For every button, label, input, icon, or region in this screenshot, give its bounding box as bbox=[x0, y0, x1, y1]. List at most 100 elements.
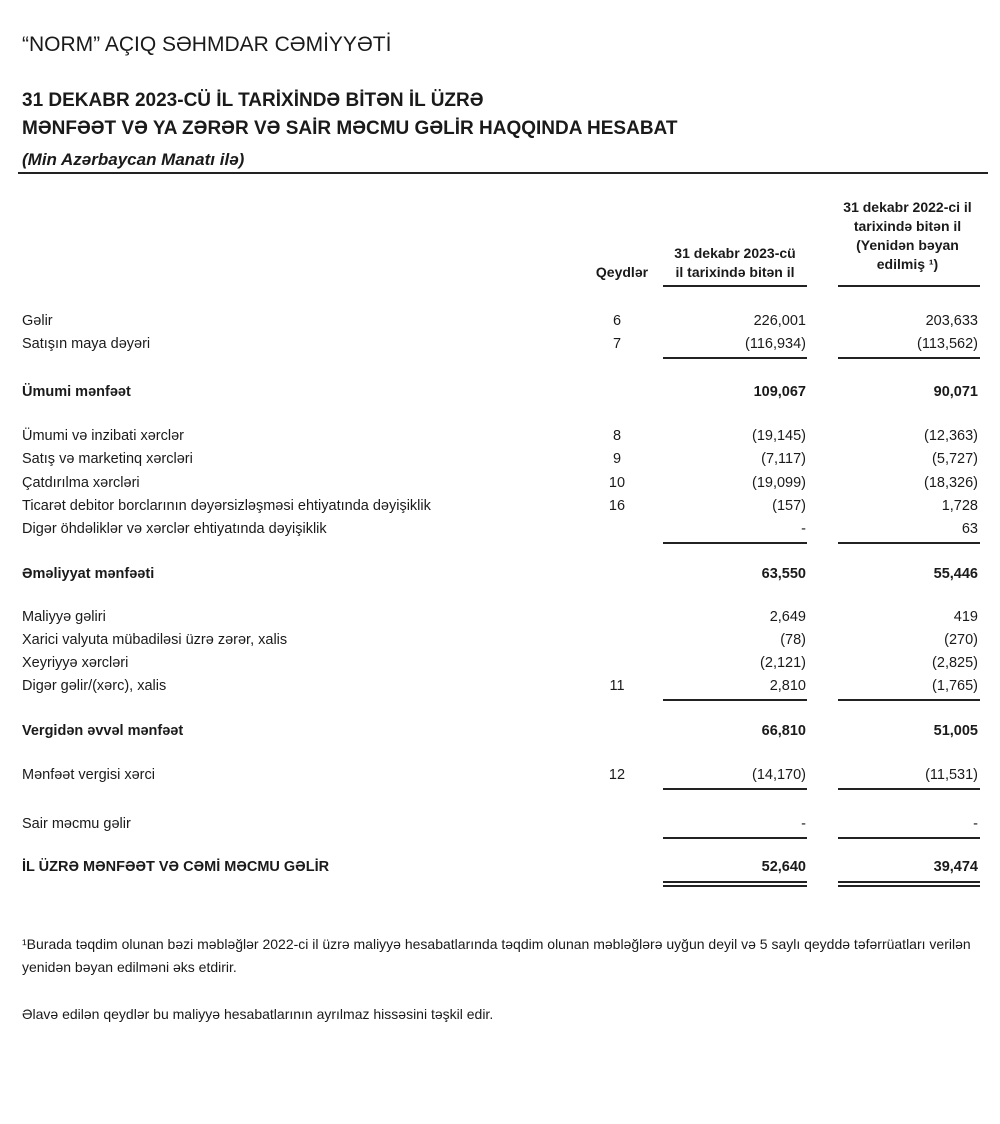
total-double-rule bbox=[663, 881, 807, 883]
statement-title-line2: MƏNFƏƏT VƏ YA ZƏRƏR VƏ SAİR MƏCMU GƏLİR … bbox=[22, 118, 678, 139]
table-row: Mənfəət vergisi xərci 12 (14,170) (11,531) bbox=[0, 767, 1000, 787]
row-label: Ticarət debitor borclarının dəyərsizləşm… bbox=[22, 498, 431, 514]
col-2023-header-line2: il tarixində bitən il bbox=[675, 264, 795, 280]
row-value-2023: (19,099) bbox=[751, 475, 806, 491]
subtotal-rule bbox=[838, 357, 980, 359]
row-value-2023: 109,067 bbox=[753, 384, 806, 400]
row-note: 7 bbox=[612, 336, 622, 352]
row-label: Əməliyyat mənfəəti bbox=[22, 566, 155, 582]
row-value-2022: 51,005 bbox=[933, 723, 978, 739]
col-2022-header-line3: (Yenidən bəyan bbox=[856, 237, 959, 253]
table-row: Xeyriyyə xərcləri (2,121) (2,825) bbox=[0, 655, 1000, 675]
row-value-2023: 2,649 bbox=[769, 609, 806, 625]
row-label: Ümumi və inzibati xərclər bbox=[22, 428, 184, 444]
subtotal-rule bbox=[838, 837, 980, 839]
col-2022-header-line2: tarixində bitən il bbox=[853, 218, 962, 234]
row-value-2022: 55,446 bbox=[933, 566, 978, 582]
table-row: Satış və marketinq xərcləri 9 (7,117) (5,72… bbox=[0, 451, 1000, 471]
subtotal-rule bbox=[663, 357, 807, 359]
table-row: Ümumi və inzibati xərclər 8 (19,145) (12,36… bbox=[0, 428, 1000, 448]
row-value-2022: 419 bbox=[953, 609, 978, 625]
table-row: Sair məcmu gəlir - - bbox=[0, 816, 1000, 836]
table-row: Maliyyə gəliri 2,649 419 bbox=[0, 609, 1000, 629]
table-row: Çatdırılma xərcləri 10 (19,099) (18,326) bbox=[0, 475, 1000, 495]
subtotal-rule bbox=[838, 788, 980, 790]
header-rule bbox=[18, 172, 988, 174]
total-double-rule bbox=[663, 885, 807, 887]
row-value-2023: 63,550 bbox=[761, 566, 806, 582]
row-value-2023: (19,145) bbox=[751, 428, 806, 444]
col-2023-header-line1: 31 dekabr 2023-cü bbox=[674, 245, 796, 261]
row-value-2022: (1,765) bbox=[932, 678, 978, 694]
row-label: Satışın maya dəyəri bbox=[22, 336, 151, 352]
row-note: 16 bbox=[608, 498, 626, 514]
row-value-2023: (7,117) bbox=[761, 451, 806, 467]
company-name: “NORM” AÇIQ SƏHMDAR CƏMİYYƏTİ bbox=[22, 33, 392, 56]
col-2023-header-rule bbox=[663, 285, 807, 287]
row-value-2022: 90,071 bbox=[933, 384, 978, 400]
row-value-2022: (113,562) bbox=[917, 336, 978, 352]
col-2022-header-line4: edilmiş ¹) bbox=[876, 256, 939, 272]
row-label: Satış və marketinq xərcləri bbox=[22, 451, 193, 467]
table-row: Ümumi mənfəət 109,067 90,071 bbox=[0, 384, 1000, 404]
row-value-2022: (18,326) bbox=[923, 475, 978, 491]
row-label: Çatdırılma xərcləri bbox=[22, 475, 140, 491]
table-row: Digər gəlir/(xərc), xalis 11 2,810 (1,765) bbox=[0, 678, 1000, 698]
row-value-2023: (116,934) bbox=[745, 336, 806, 352]
subtotal-rule bbox=[663, 788, 807, 790]
row-label: Mənfəət vergisi xərci bbox=[22, 767, 155, 783]
row-value-2023: 66,810 bbox=[761, 723, 806, 739]
col-2023-header: 31 dekabr 2023-cü il tarixində bitən il bbox=[660, 244, 810, 282]
row-value-2023: - bbox=[801, 816, 806, 832]
subtotal-rule bbox=[663, 699, 807, 701]
table-row: Əməliyyat mənfəəti 63,550 55,446 bbox=[0, 566, 1000, 586]
row-label: Vergidən əvvəl mənfəət bbox=[22, 723, 184, 739]
row-value-2022: (5,727) bbox=[932, 451, 978, 467]
row-label: Sair məcmu gəlir bbox=[22, 816, 131, 832]
col-2022-header: 31 dekabr 2022-ci il tarixində bitən il … bbox=[830, 198, 985, 274]
subtotal-rule bbox=[838, 699, 980, 701]
row-value-2022: - bbox=[973, 816, 978, 832]
table-row: Ticarət debitor borclarının dəyərsizləşm… bbox=[0, 498, 1000, 518]
row-label: Gəlir bbox=[22, 313, 53, 329]
row-value-2022: (11,531) bbox=[925, 767, 978, 783]
row-value-2022: 203,633 bbox=[925, 313, 978, 329]
row-value-2022: (2,825) bbox=[932, 655, 978, 671]
row-label: Digər gəlir/(xərc), xalis bbox=[22, 678, 167, 694]
total-double-rule bbox=[838, 881, 980, 883]
table-row: Xarici valyuta mübadiləsi üzrə zərər, xa… bbox=[0, 632, 1000, 652]
table-row: Digər öhdəliklər və xərclər ehtiyatında … bbox=[0, 521, 1000, 541]
row-label: Ümumi mənfəət bbox=[22, 384, 131, 400]
row-value-2023: (78) bbox=[780, 632, 806, 648]
total-double-rule bbox=[838, 885, 980, 887]
row-value-2022: 39,474 bbox=[933, 859, 978, 875]
subtotal-rule bbox=[663, 837, 807, 839]
table-row: Satışın maya dəyəri 7 (116,934) (113,562) bbox=[0, 336, 1000, 356]
row-note: 12 bbox=[608, 767, 626, 783]
row-value-2023: (14,170) bbox=[751, 767, 806, 783]
row-note: 11 bbox=[609, 678, 625, 694]
footnote-integral: Əlavə edilən qeydlər bu maliyyə hesabatl… bbox=[22, 1006, 494, 1022]
row-value-2023: - bbox=[801, 521, 806, 537]
table-row: İL ÜZRƏ MƏNFƏƏT VƏ CƏMİ MƏCMU GƏLİR 52,64… bbox=[0, 859, 1000, 879]
col-2022-header-line1: 31 dekabr 2022-ci il bbox=[843, 199, 972, 215]
row-label: Xeyriyyə xərcləri bbox=[22, 655, 129, 671]
row-value-2022: (270) bbox=[944, 632, 978, 648]
row-value-2023: 52,640 bbox=[761, 859, 806, 875]
row-label: Maliyyə gəliri bbox=[22, 609, 106, 625]
row-label: İL ÜZRƏ MƏNFƏƏT VƏ CƏMİ MƏCMU GƏLİR bbox=[22, 859, 330, 875]
table-row: Vergidən əvvəl mənfəət 66,810 51,005 bbox=[0, 723, 1000, 743]
row-note: 6 bbox=[612, 313, 622, 329]
row-label: Xarici valyuta mübadiləsi üzrə zərər, xa… bbox=[22, 632, 288, 648]
row-note: 8 bbox=[612, 428, 622, 444]
subtotal-rule bbox=[663, 542, 807, 544]
statement-title-line1: 31 DEKABR 2023-CÜ İL TARİXİNDƏ BİTƏN İL … bbox=[22, 90, 484, 111]
row-value-2023: 2,810 bbox=[769, 678, 806, 694]
col-2022-header-rule bbox=[838, 285, 980, 287]
row-value-2022: 63 bbox=[961, 521, 978, 537]
row-value-2022: 1,728 bbox=[941, 498, 978, 514]
table-row: Gəlir 6 226,001 203,633 bbox=[0, 313, 1000, 333]
row-value-2023: (157) bbox=[772, 498, 806, 514]
row-note: 10 bbox=[608, 475, 626, 491]
row-value-2023: 226,001 bbox=[753, 313, 806, 329]
